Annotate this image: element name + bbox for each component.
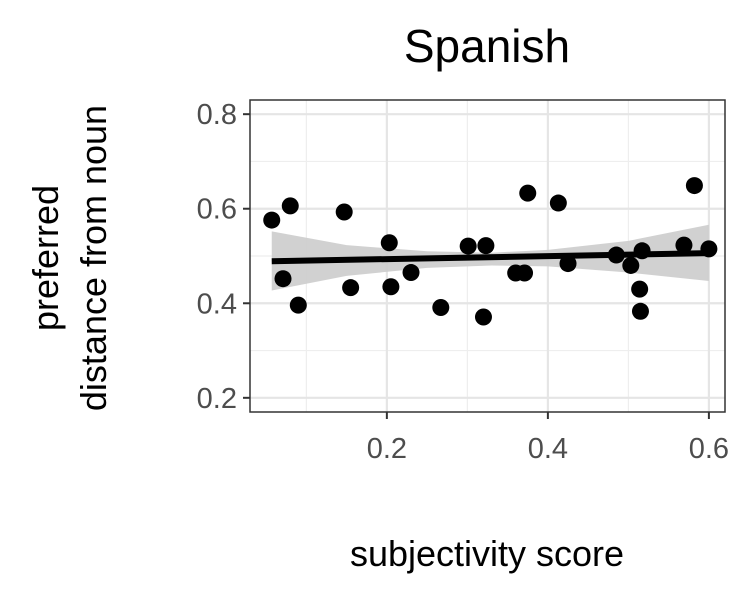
data-point (402, 264, 420, 282)
data-point (477, 237, 495, 255)
data-point (289, 296, 307, 314)
data-point (380, 234, 398, 252)
data-point (342, 279, 360, 297)
x-axis-tick-label: 0.4 (528, 433, 568, 465)
data-point (263, 211, 281, 229)
data-point (432, 299, 450, 317)
y-axis-tick-label: 0.2 (197, 383, 237, 415)
y-axis-tick-label: 0.4 (197, 288, 237, 320)
data-point (474, 308, 492, 326)
data-point (382, 278, 400, 296)
data-point (607, 246, 625, 264)
data-point (631, 302, 649, 320)
y-axis-title-line-1: preferred (25, 185, 66, 331)
x-axis-tick-label: 0.6 (689, 433, 729, 465)
data-point (633, 242, 651, 260)
data-point (700, 240, 718, 258)
data-point (622, 256, 640, 274)
data-point (516, 264, 534, 282)
data-point (675, 236, 693, 254)
data-point (549, 194, 567, 212)
data-point (335, 203, 353, 221)
data-point (559, 255, 577, 273)
data-point (519, 184, 537, 202)
data-point (274, 270, 292, 288)
x-axis-tick-label: 0.2 (367, 433, 407, 465)
data-point (631, 280, 649, 298)
x-axis-title: subjectivity score (350, 533, 624, 574)
y-axis-title: preferred distance from noun (25, 105, 114, 411)
y-axis-tick-label: 0.8 (197, 99, 237, 131)
panel-border (249, 99, 726, 413)
data-point (685, 177, 703, 195)
chart-title: Spanish (404, 20, 570, 72)
data-point (281, 197, 299, 215)
data-point (459, 237, 477, 255)
y-axis-tick-label: 0.6 (197, 194, 237, 226)
plot-panel: 0.2 0.4 0.6 0.2 0.4 0.6 0.8 (197, 99, 729, 465)
y-axis-title-line-2: distance from noun (73, 105, 114, 411)
